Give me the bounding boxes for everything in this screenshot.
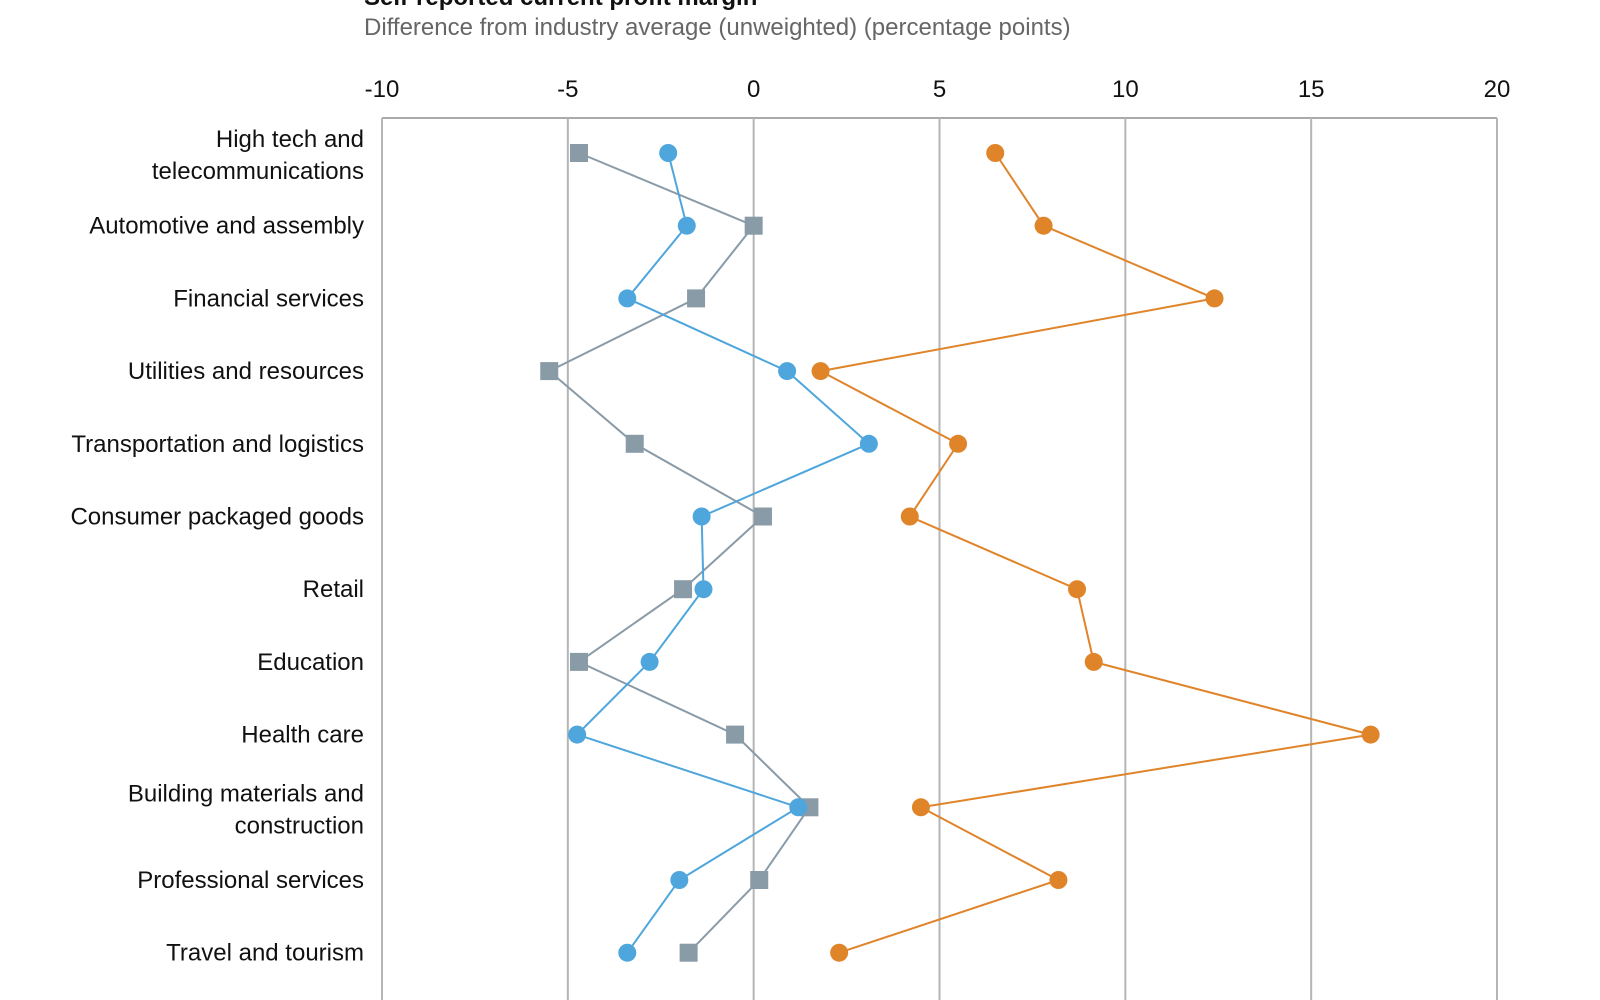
series-0-square-marker [625, 434, 644, 453]
series-1-circle-marker [859, 434, 878, 453]
series-2-circle-marker [911, 798, 930, 817]
category-label: Transportation and logistics [71, 431, 364, 458]
x-tick-label: 0 [747, 76, 760, 103]
series-1-circle-marker [568, 725, 587, 744]
category-label: Retail [303, 576, 364, 603]
x-tick-label: 10 [1112, 76, 1139, 103]
series-0-square-marker [744, 216, 763, 235]
x-tick-label: 5 [933, 76, 946, 103]
category-label: Financial services [173, 285, 364, 312]
x-tick-label: -5 [557, 76, 578, 103]
chart-subtitle: Difference from industry average (unweig… [364, 14, 1071, 41]
x-tick-label: 20 [1484, 76, 1511, 103]
category-label: Travel and tourism [166, 940, 364, 967]
series-1-line [575, 152, 871, 954]
series-1-circle-marker [659, 144, 678, 162]
category-label: Consumer packaged goods [70, 504, 364, 531]
series-0-square-marker [687, 289, 706, 308]
category-label: Professional services [137, 867, 364, 894]
series-2-circle-marker [830, 943, 849, 962]
series-1-circle-marker [778, 362, 797, 381]
series-0-line [547, 152, 811, 954]
series-1-circle-marker [789, 798, 808, 817]
chart-title: Self-reported current profit margin¹ [364, 0, 765, 12]
series-2-line [817, 152, 1371, 954]
category-label: Health care [241, 722, 364, 749]
series-0-square-marker [569, 144, 588, 162]
series-2-circle-marker [1205, 289, 1224, 308]
series-2-circle-marker [1049, 871, 1068, 889]
series-1-circle-marker [670, 871, 689, 889]
series-1-circle-marker [618, 289, 637, 308]
category-label: Utilities and resources [128, 358, 364, 385]
series-2-circle-marker [1361, 725, 1380, 744]
series-1-circle-marker [618, 943, 637, 962]
x-tick-label: 15 [1298, 76, 1325, 103]
category-label: Automotive and assembly [89, 213, 364, 240]
series-2-circle-marker [900, 507, 919, 526]
series-1-circle-marker [694, 580, 713, 599]
x-tick-label: -10 [365, 76, 400, 103]
series-0-square-marker [750, 871, 769, 889]
category-label: telecommunications [152, 158, 364, 185]
series-0-square-marker [679, 943, 698, 962]
series-2-circle-marker [949, 434, 968, 453]
series-2-circle-marker [1068, 580, 1087, 599]
series-0-square-marker [753, 507, 772, 526]
series-2-circle-marker [1034, 216, 1053, 235]
series-0-square-marker [569, 652, 588, 671]
category-label: Building materials and [128, 780, 364, 807]
category-label: High tech and [216, 126, 364, 153]
series-2-circle-marker [811, 362, 830, 381]
series-2-circle-marker [986, 144, 1005, 162]
series-0-square-marker [674, 580, 693, 599]
category-label: construction [235, 812, 364, 839]
series-1-circle-marker [692, 507, 711, 526]
category-label: Education [257, 649, 364, 676]
series-1-circle-marker [677, 216, 696, 235]
series-0-square-marker [726, 725, 745, 744]
series-0-square-marker [540, 362, 559, 381]
series-1-circle-marker [640, 652, 659, 671]
series-2-circle-marker [1084, 652, 1103, 671]
